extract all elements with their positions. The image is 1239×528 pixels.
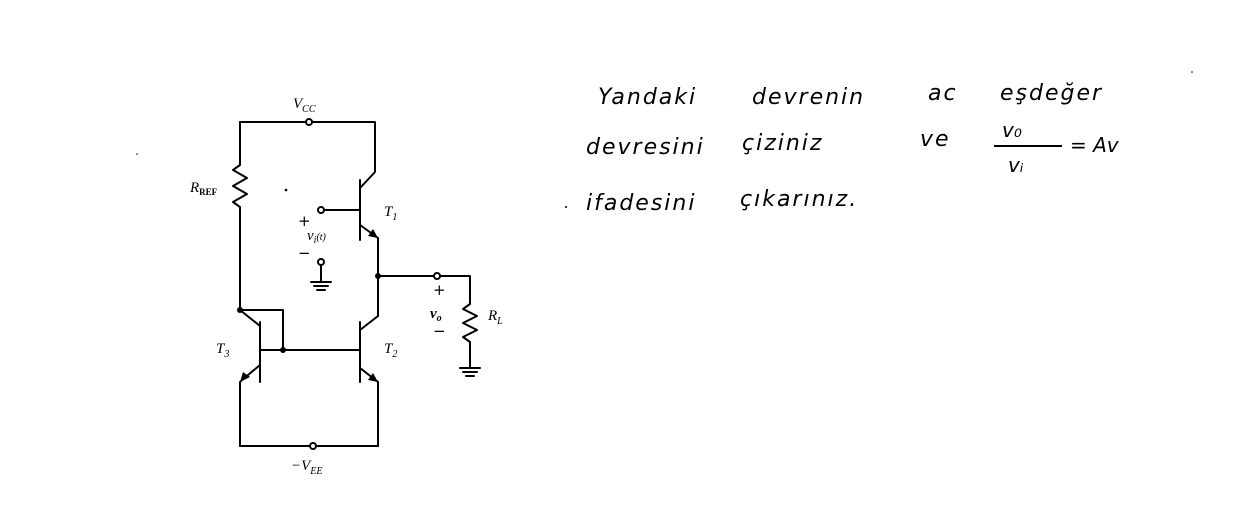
vin-label: vi(t)	[307, 228, 327, 246]
hw-word: devrenin	[752, 85, 865, 110]
scan-speck	[1191, 71, 1193, 73]
ground-input-icon	[310, 264, 332, 291]
stray-dot	[284, 188, 288, 192]
t2-label: T2	[384, 341, 397, 360]
scan-speck	[565, 206, 567, 208]
hw-fraction-rhs: = Av	[1070, 133, 1120, 157]
input-terminal-bottom	[317, 258, 325, 266]
t2-emitter-arrow-icon	[368, 373, 378, 382]
hw-word: ac	[928, 81, 958, 106]
junction-dot	[280, 347, 286, 353]
scan-speck	[136, 153, 138, 155]
rref-resistor	[232, 159, 248, 213]
hw-word: ifadesini	[586, 191, 696, 216]
hw-fraction-denominator: vᵢ	[1008, 153, 1024, 177]
output-terminal	[433, 272, 441, 280]
hw-word: devresini	[586, 135, 705, 160]
t3-emitter-arrow-icon	[240, 372, 250, 382]
junction-dot	[375, 273, 381, 279]
vout-minus-sign: −	[433, 322, 446, 340]
hw-word: Yandaki	[598, 85, 697, 110]
handwritten-question: Yandaki devrenin ac eşdeğer devresini çi…	[586, 81, 1120, 216]
hw-word: eşdeğer	[1000, 81, 1103, 106]
hw-fraction-numerator: v₀	[1002, 118, 1022, 142]
vcc-label: VCC	[293, 96, 316, 115]
hw-word: ve	[920, 127, 951, 152]
t3-collector	[239, 309, 261, 327]
t3-label: T3	[216, 341, 229, 360]
rl-resistor	[462, 299, 478, 363]
t1-emitter-arrow-icon	[368, 229, 378, 238]
t1-label: T1	[384, 204, 397, 223]
vout-plus-sign: +	[433, 281, 446, 299]
vout-label: vo	[430, 306, 442, 324]
vcc-terminal	[305, 118, 313, 126]
t2-collector	[359, 315, 379, 331]
rref-label: RREF	[189, 180, 218, 197]
t1-emitter	[359, 224, 379, 317]
vin-plus-sign: +	[298, 212, 311, 230]
vee-terminal	[309, 442, 317, 450]
rl-label: RL	[487, 308, 503, 327]
vee-label: −VEE	[291, 458, 323, 477]
vcc-rail	[239, 121, 376, 171]
input-terminal-top	[317, 206, 325, 214]
hw-word: çiziniz	[742, 131, 823, 156]
junction-dot	[237, 307, 243, 313]
t3-diode-link	[239, 309, 284, 351]
ground-output-icon	[459, 361, 481, 377]
output-wire	[377, 275, 471, 301]
vin-minus-sign: −	[298, 244, 311, 262]
t1-collector	[359, 167, 376, 189]
hw-word: çıkarınız.	[740, 187, 858, 212]
